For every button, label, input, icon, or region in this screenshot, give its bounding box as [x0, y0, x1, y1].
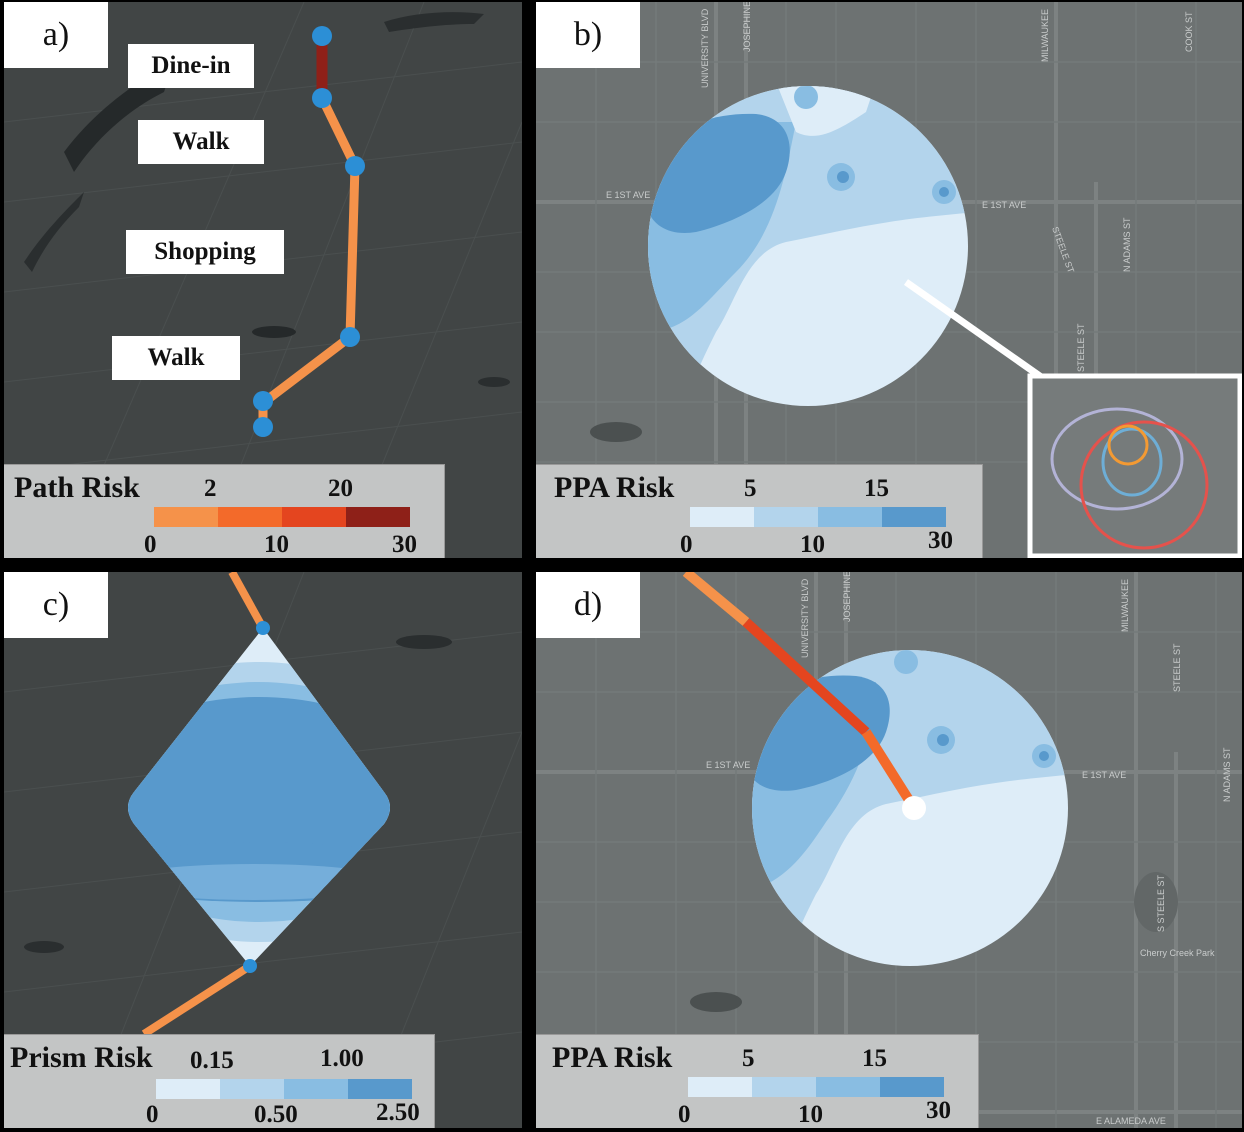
panel-label-a: a)	[4, 2, 108, 68]
street-label: Cherry Creek Park	[1140, 948, 1215, 958]
street-label: E 1ST AVE	[982, 200, 1026, 210]
legend-tick: 0.15	[190, 1047, 234, 1074]
path-segment-shopping	[345, 161, 360, 342]
legend-tick: 10	[800, 531, 825, 558]
prism-risk-surface	[128, 628, 390, 966]
legend-tick: 0	[146, 1101, 159, 1128]
legend-tick: 1.00	[320, 1045, 364, 1072]
path-nodes	[253, 26, 365, 437]
legend-title: PPA Risk	[554, 471, 675, 504]
street-label: JOSEPHINE	[742, 2, 752, 52]
legend-tick: 20	[328, 475, 353, 502]
inset-overview	[1027, 373, 1242, 558]
legend-tick: 30	[392, 531, 417, 558]
legend-color-bar	[156, 1079, 412, 1099]
legend-title: Prism Risk	[10, 1041, 153, 1074]
legend-tick: 5	[744, 475, 757, 502]
street-label: JOSEPHINE	[842, 572, 852, 622]
prism-risk-legend: Prism Risk 0.15 1.00 0 0.50 2.50	[4, 1034, 435, 1128]
street-label: UNIVERSITY BLVD	[800, 578, 810, 658]
legend-tick: 15	[862, 1045, 887, 1072]
legend-tick: 2	[204, 475, 217, 502]
legend-color-bar	[690, 507, 946, 527]
street-label: MILWAUKEE	[1120, 579, 1130, 632]
legend-color-bar	[688, 1077, 944, 1097]
legend-tick: 0.50	[254, 1101, 298, 1128]
ppa-risk-legend: PPA Risk 5 15 0 10 30	[536, 464, 983, 558]
street-label: UNIVERSITY BLVD	[700, 8, 710, 88]
street-label: COOK ST	[1184, 11, 1194, 52]
panel-label-c: c)	[4, 572, 108, 638]
ppa-risk-surface	[648, 86, 968, 406]
legend-tick: 10	[264, 531, 289, 558]
street-map: UNIVERSITY BLVD JOSEPHINE MILWAUKEE COOK…	[536, 2, 1242, 558]
street-label: S STEELE ST	[1156, 874, 1166, 932]
legend-title: PPA Risk	[552, 1041, 673, 1074]
panel-c-space-time-prism: c) Prism Risk 0.15 1.00 0 0.50 2.50	[4, 572, 522, 1128]
legend-tick: 10	[798, 1101, 823, 1128]
legend-tick: 2.50	[376, 1099, 420, 1126]
panel-d-ppa-with-path: UNIVERSITY BLVD JOSEPHINE MILWAUKEE STEE…	[536, 572, 1242, 1128]
path-risk-legend: Path Risk 2 20 0 10 30	[4, 464, 445, 558]
legend-tick: 15	[864, 475, 889, 502]
legend-tick: 5	[742, 1045, 755, 1072]
street-label: STEELE ST	[1172, 643, 1182, 692]
legend-tick: 30	[926, 1097, 951, 1124]
panel-label-d: d)	[536, 572, 640, 638]
street-label: N ADAMS ST	[1122, 217, 1132, 272]
activity-label-walk: Walk	[112, 336, 240, 380]
activity-label-shopping: Shopping	[126, 230, 284, 274]
street-label: E 1ST AVE	[1082, 770, 1126, 780]
activity-label-dine-in: Dine-in	[128, 44, 254, 88]
legend-tick: 30	[928, 527, 953, 554]
panel-a-space-time-path: a) Dine-in Walk Shopping Walk Path Risk …	[4, 2, 522, 558]
ppa-risk-legend: PPA Risk 5 15 0 10 30	[536, 1034, 979, 1128]
legend-tick: 0	[144, 531, 157, 558]
legend-tick: 0	[680, 531, 693, 558]
street-label: E 1ST AVE	[606, 190, 650, 200]
street-label: E 1ST AVE	[706, 760, 750, 770]
panel-b-ppa-map: UNIVERSITY BLVD JOSEPHINE MILWAUKEE COOK…	[536, 2, 1242, 558]
legend-title: Path Risk	[14, 471, 140, 504]
activity-label-walk: Walk	[138, 120, 264, 164]
legend-color-bar	[154, 507, 410, 527]
legend-tick: 0	[678, 1101, 691, 1128]
street-label: MILWAUKEE	[1040, 9, 1050, 62]
street-label: STEELE ST	[1076, 323, 1086, 372]
path-segment-walk-1	[317, 93, 360, 171]
street-label: N ADAMS ST	[1222, 747, 1232, 802]
panel-label-b: b)	[536, 2, 640, 68]
street-label: E ALAMEDA AVE	[1096, 1116, 1166, 1126]
dark-3d-map	[4, 572, 522, 1128]
